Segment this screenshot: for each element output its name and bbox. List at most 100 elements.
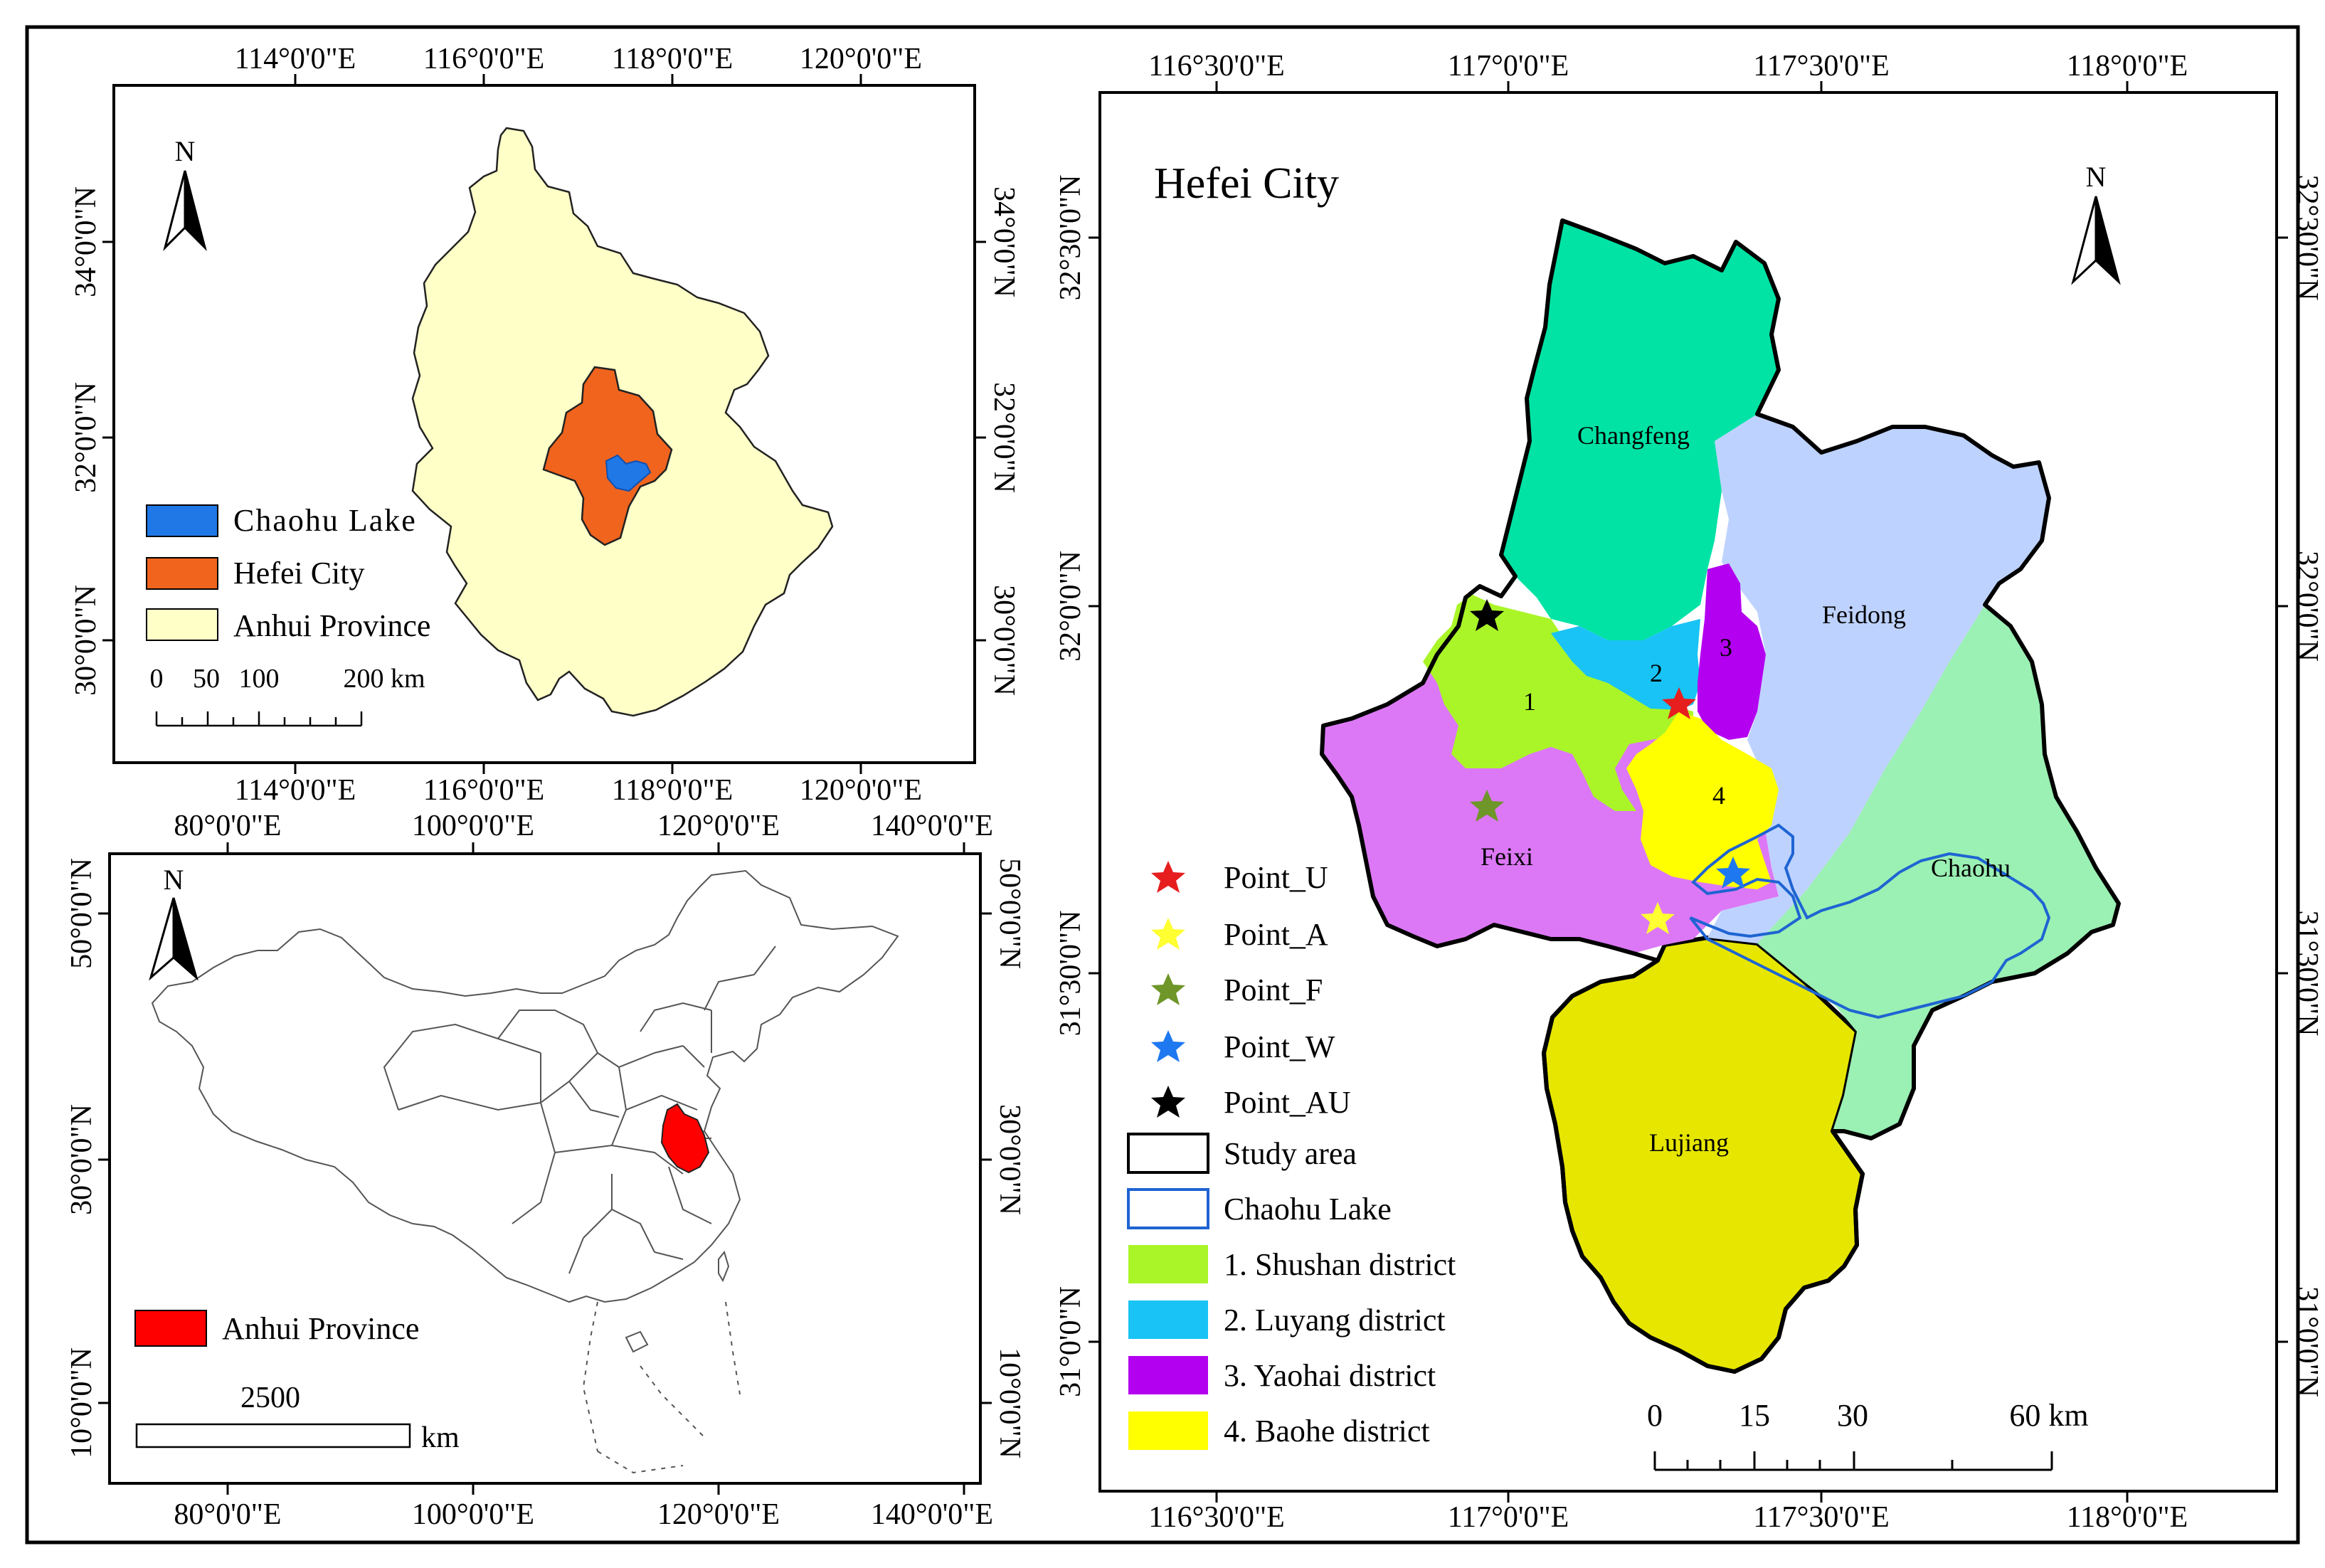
hefei-bottom-tick-2: 117°0'0"E xyxy=(1448,1501,1569,1534)
hefei-panel: Changfeng Feidong Chaohu Lujiang Feixi 1… xyxy=(1054,50,2324,1534)
legend-label-anhui-province: Anhui Province xyxy=(233,608,430,643)
region-yaohai xyxy=(1698,563,1766,740)
china-bottom-tick-4: 140°0'0"E xyxy=(871,1498,993,1531)
points-layer xyxy=(1470,599,1750,934)
anhui-left-tick-1: 34°0'0"N xyxy=(70,186,102,297)
hefei-left-tick-2: 32°0'0"N xyxy=(1054,551,1087,662)
label-lujiang: Lujiang xyxy=(1649,1128,1729,1157)
china-top-tick-3: 120°0'0"E xyxy=(657,810,780,842)
legend-label-baohe: 4. Baohe district xyxy=(1224,1414,1430,1448)
hefei-bottom-tick-4: 118°0'0"E xyxy=(2067,1501,2188,1534)
legend-swatch-luyang xyxy=(1128,1301,1208,1339)
hefei-top-tick-3: 117°30'0"E xyxy=(1753,50,1890,83)
anhui-right-tick-1: 34°0'0"N xyxy=(987,186,1020,297)
anhui-top-tick-2: 116°0'0"E xyxy=(423,43,545,75)
anhui-top-tick-4: 120°0'0"E xyxy=(800,43,922,75)
anhui-top-tick-1: 114°0'0"E xyxy=(235,43,356,75)
anhui-legend: Chaohu Lake Hefei City Anhui Province xyxy=(146,503,430,643)
point-f-marker xyxy=(1470,790,1504,822)
china-scale-unit: km xyxy=(421,1421,460,1454)
china-panel: 80°0'0"E 100°0'0"E 120°0'0"E 140°0'0"E 8… xyxy=(65,810,1026,1531)
hainan-island xyxy=(625,1330,649,1353)
anhui-scale-label-200: 200 km xyxy=(343,664,425,694)
anhui-scale-bar: 0 50 100 200 km xyxy=(150,664,425,727)
legend-label-point-au: Point_AU xyxy=(1224,1085,1350,1120)
anhui-scale-label-0: 0 xyxy=(150,664,164,694)
china-top-tick-1: 80°0'0"E xyxy=(174,810,281,842)
legend-label-point-u: Point_U xyxy=(1224,860,1328,895)
anhui-bottom-tick-2: 116°0'0"E xyxy=(423,774,545,807)
label-baohe-number: 4 xyxy=(1712,781,1725,810)
china-north-label: N xyxy=(164,864,184,896)
label-feixi: Feixi xyxy=(1481,842,1533,871)
anhui-right-tick-3: 30°0'0"N xyxy=(987,585,1020,696)
china-left-tick-3: 10°0'0"N xyxy=(65,1347,98,1458)
anhui-bottom-tick-3: 118°0'0"E xyxy=(612,774,733,807)
south-china-sea-islands xyxy=(582,1301,741,1474)
hefei-top-tick-2: 117°0'0"E xyxy=(1448,50,1569,83)
legend-label-luyang: 2. Luyang district xyxy=(1224,1303,1446,1337)
legend-label-hefei-city: Hefei City xyxy=(233,556,365,590)
hefei-top-tick-1: 116°30'0"E xyxy=(1148,50,1285,83)
hefei-bottom-tick-3: 117°30'0"E xyxy=(1753,1501,1890,1534)
anhui-top-tick-3: 118°0'0"E xyxy=(612,43,733,75)
anhui-bottom-tick-1: 114°0'0"E xyxy=(235,774,356,807)
hefei-right-tick-4: 31°0'0"N xyxy=(2291,1286,2324,1397)
china-scale-number: 2500 xyxy=(240,1382,300,1414)
region-feidong xyxy=(1707,414,2049,943)
hefei-right-tick-1: 32°30'0"N xyxy=(2291,175,2324,301)
legend-label-anhui-red: Anhui Province xyxy=(222,1311,419,1346)
legend-swatch-chaohu-lake-outline xyxy=(1127,1188,1209,1229)
hefei-right-tick-2: 32°0'0"N xyxy=(2291,551,2324,662)
hefei-scale-label-15: 15 xyxy=(1739,1398,1770,1433)
legend-label-point-a: Point_A xyxy=(1224,917,1328,952)
hefei-scale-bar: 0 15 30 60 km xyxy=(1647,1398,2089,1471)
legend-swatch-yaohai xyxy=(1128,1356,1208,1394)
label-yaohai-number: 3 xyxy=(1720,633,1732,662)
legend-star-point-au xyxy=(1151,1086,1185,1118)
anhui-scale-label-100: 100 xyxy=(239,664,280,694)
anhui-left-tick-3: 30°0'0"N xyxy=(70,585,102,696)
label-feidong: Feidong xyxy=(1822,600,1906,629)
legend-star-point-f xyxy=(1151,973,1185,1005)
legend-star-point-u xyxy=(1151,861,1185,893)
anhui-left-tick-2: 32°0'0"N xyxy=(70,382,102,493)
hefei-right-tick-3: 31°30'0"N xyxy=(2291,911,2324,1037)
china-legend: Anhui Province xyxy=(134,1310,419,1347)
anhui-highlight xyxy=(660,1103,710,1174)
china-right-tick-3: 10°0'0"N xyxy=(993,1347,1026,1458)
legend-label-chaohu-lake-outline: Chaohu Lake xyxy=(1224,1192,1392,1227)
hefei-legend: Point_U Point_A Point_F Point_W Point_AU… xyxy=(1127,860,1456,1450)
china-frame xyxy=(108,852,982,1485)
region-chaohu xyxy=(1757,605,2119,1138)
legend-swatch-shushan xyxy=(1128,1245,1208,1283)
hefei-scale-label-0: 0 xyxy=(1647,1398,1663,1433)
hefei-bottom-tick-1: 116°30'0"E xyxy=(1148,1501,1285,1534)
anhui-north-label: N xyxy=(175,135,196,167)
china-bottom-tick-1: 80°0'0"E xyxy=(174,1498,281,1531)
legend-label-chaohu-lake: Chaohu Lake xyxy=(233,503,417,538)
hefei-scale-label-60: 60 km xyxy=(2009,1398,2088,1433)
china-bottom-tick-2: 100°0'0"E xyxy=(412,1498,534,1531)
region-shushan xyxy=(1423,595,1693,811)
hefei-title: Hefei City xyxy=(1154,159,1339,208)
china-top-tick-2: 100°0'0"E xyxy=(412,810,534,842)
anhui-north-arrow-icon: N xyxy=(163,135,207,251)
legend-star-point-w xyxy=(1151,1030,1185,1062)
china-top-tick-4: 140°0'0"E xyxy=(871,810,993,842)
region-luyang xyxy=(1551,619,1700,710)
label-luyang-number: 2 xyxy=(1650,659,1663,687)
taiwan-island xyxy=(718,1250,730,1283)
point-au-marker xyxy=(1470,599,1504,631)
legend-label-point-f: Point_F xyxy=(1224,973,1323,1007)
legend-swatch-anhui-province xyxy=(146,608,218,641)
china-outline xyxy=(151,869,899,1303)
china-right-tick-1: 50°0'0"N xyxy=(993,858,1026,969)
legend-label-shushan: 1. Shushan district xyxy=(1224,1247,1456,1282)
label-shushan-number: 1 xyxy=(1523,687,1536,716)
chaohu-lake-outline xyxy=(1689,823,2051,1019)
china-left-tick-2: 30°0'0"N xyxy=(65,1104,98,1215)
china-scale-bar: 2500 km xyxy=(135,1382,460,1454)
study-area-boundary xyxy=(1320,218,2121,1374)
